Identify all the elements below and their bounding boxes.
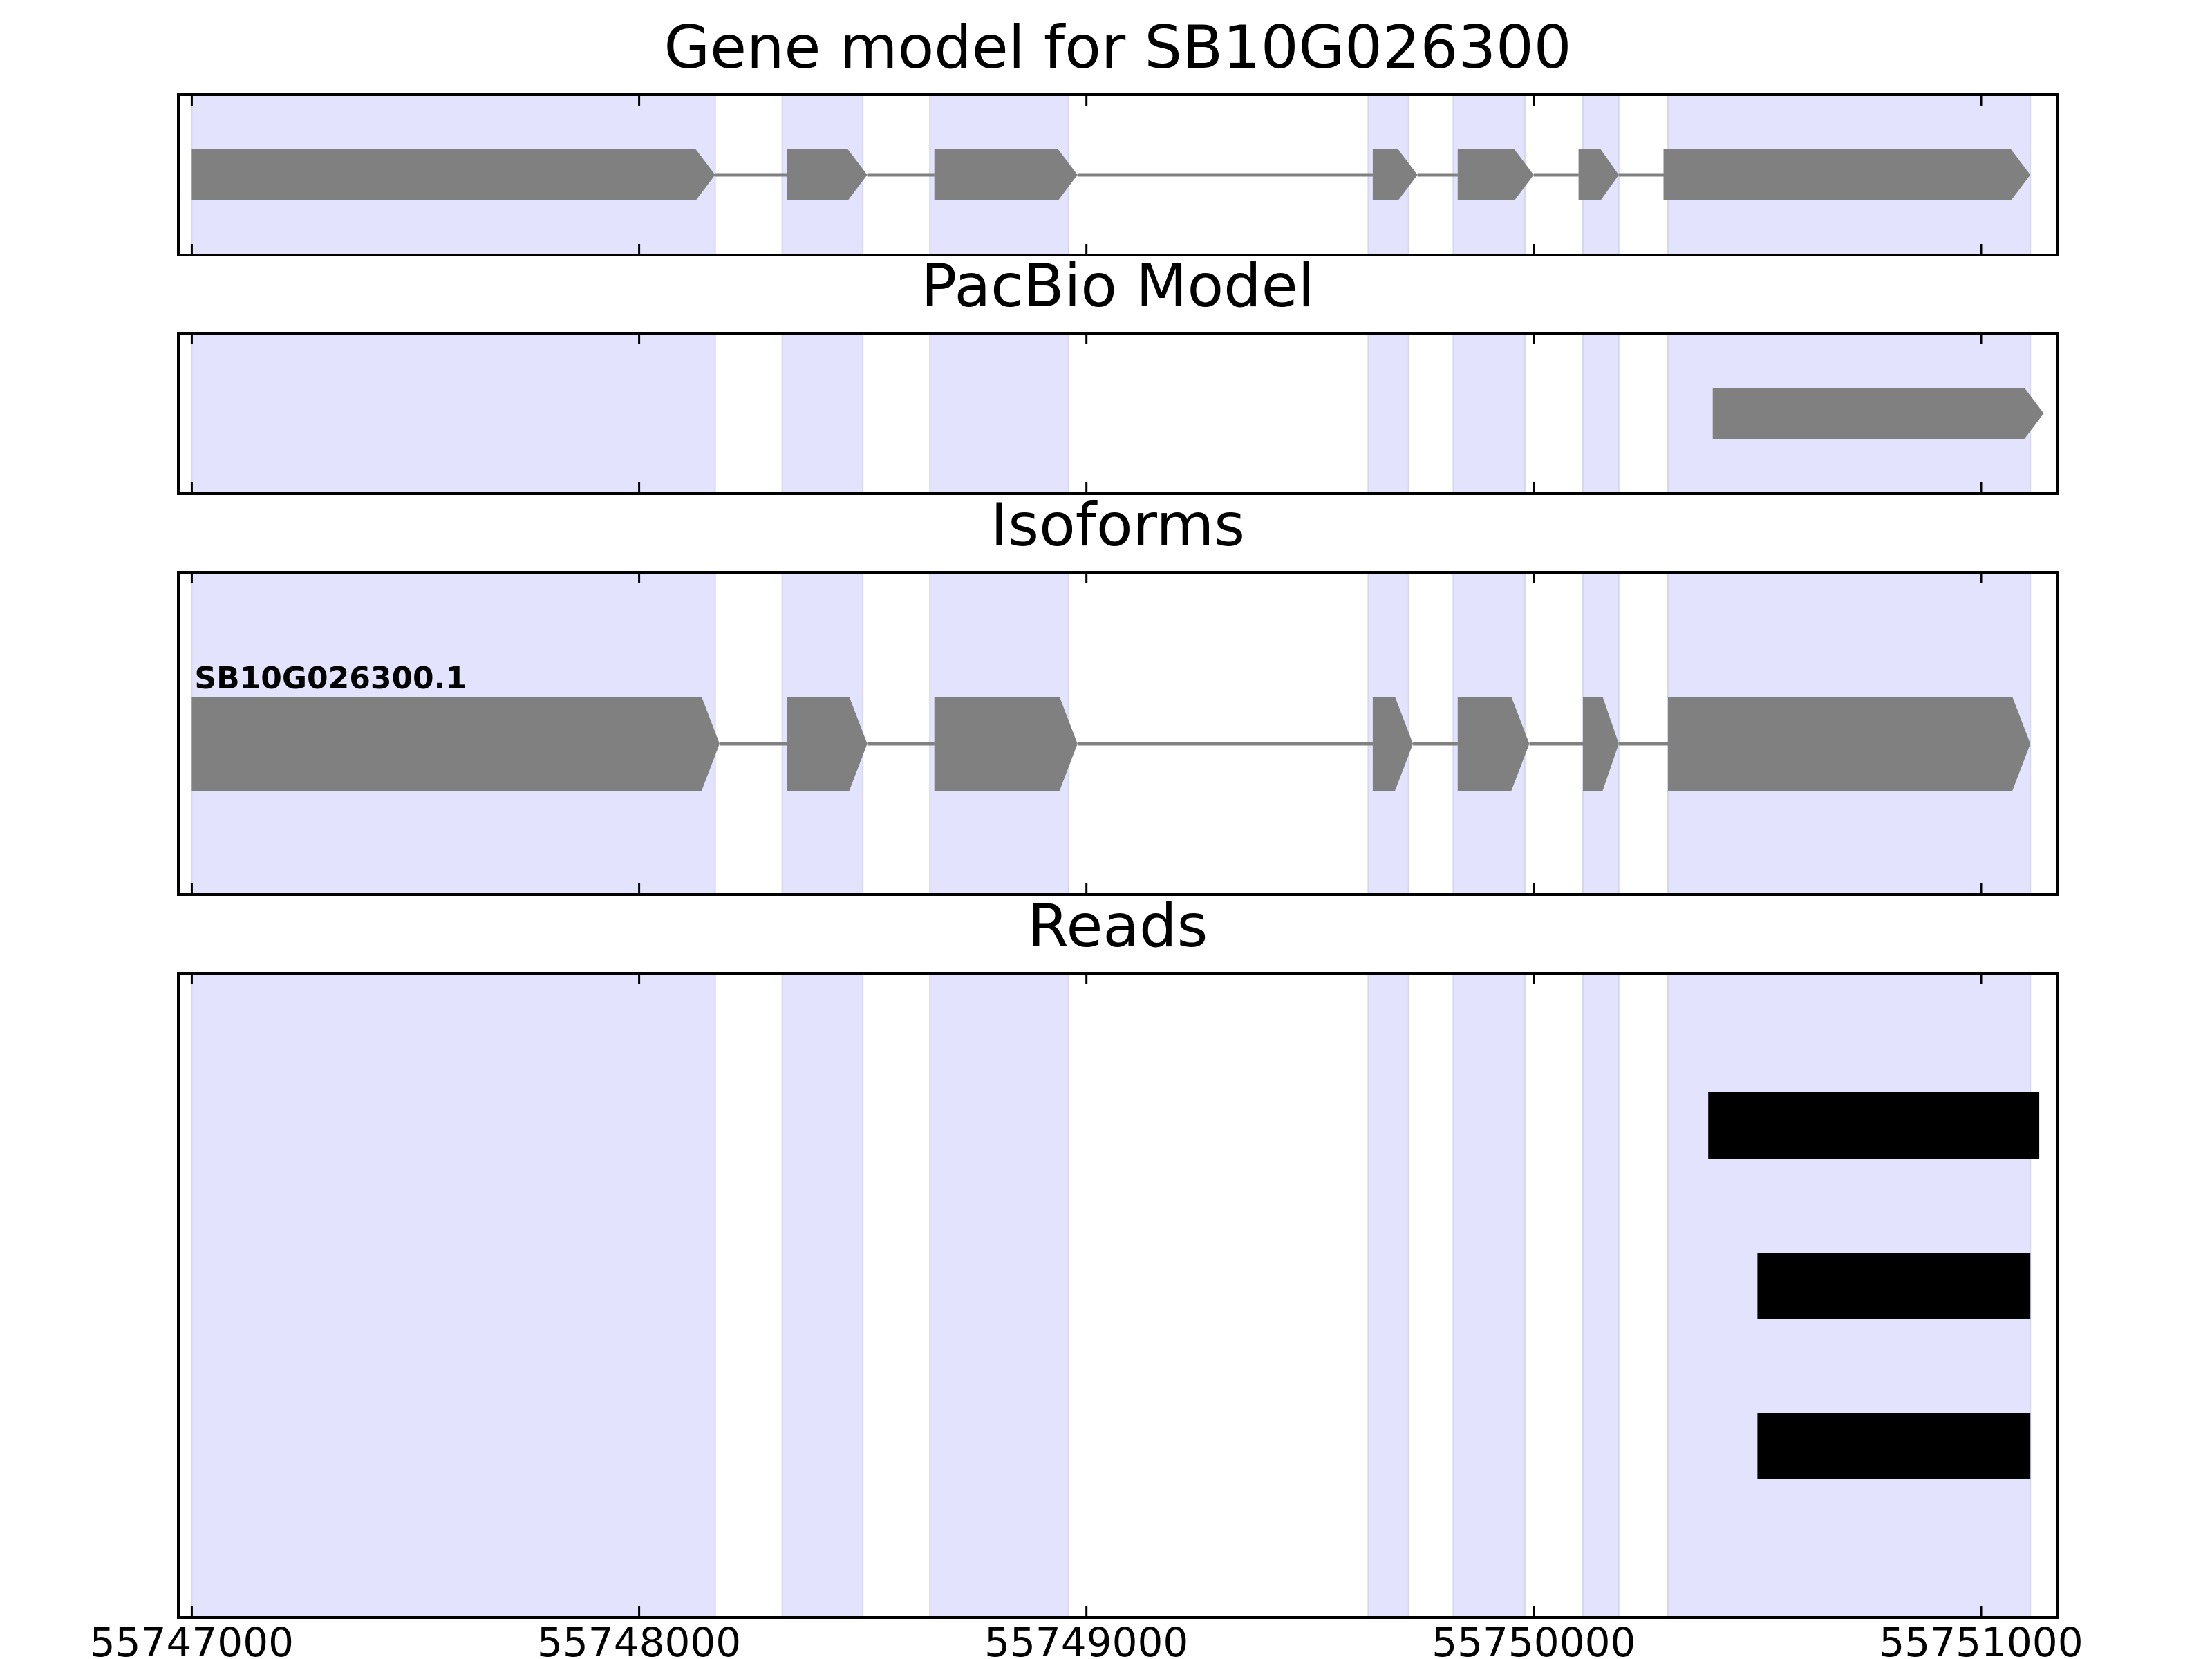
- panel-title: PacBio Model: [921, 252, 1314, 321]
- exon-block: [1668, 697, 2031, 791]
- shaded-exon-region: [1452, 973, 1526, 1618]
- exon-block: [787, 149, 868, 200]
- panel-frame: [177, 571, 2059, 896]
- shaded-exon-region: [1367, 973, 1409, 1618]
- panel-isoforms: SB10G026300.1 Isoforms: [177, 491, 2059, 896]
- shaded-exon-region: [1367, 332, 1409, 494]
- x-tick-label: 55750000: [1432, 1619, 1635, 1659]
- exon-block: [1457, 149, 1534, 200]
- x-tick-label: 55749000: [984, 1619, 1188, 1659]
- exon-block: [1372, 149, 1418, 200]
- shaded-exon-region: [1582, 332, 1620, 494]
- shaded-exon-region: [1452, 332, 1526, 494]
- shaded-exon-region: [929, 332, 1069, 494]
- exon-block: [1712, 388, 2044, 439]
- shaded-exon-region: [781, 332, 864, 494]
- panel-frame: [177, 972, 2059, 1619]
- shaded-exon-region: [929, 973, 1069, 1618]
- x-tick-label: 55747000: [90, 1619, 294, 1659]
- x-tick-label: 55751000: [1879, 1619, 2083, 1659]
- panel-pacbio-model: PacBio Model: [177, 252, 2059, 495]
- isoform-label: SB10G026300.1: [194, 661, 467, 696]
- exon-block: [191, 149, 715, 200]
- exon-block: [1457, 697, 1530, 791]
- shaded-exon-region: [191, 973, 716, 1618]
- x-tick-label: 55748000: [537, 1619, 741, 1659]
- read-bar: [1708, 1092, 2040, 1159]
- panel-reads: Reads: [177, 892, 2059, 1619]
- exon-block: [1372, 697, 1414, 791]
- shaded-exon-region: [781, 973, 864, 1618]
- panel-title: Isoforms: [991, 491, 1245, 560]
- panel-frame: [177, 93, 2059, 256]
- exon-block: [1663, 149, 2031, 200]
- exon-block: [934, 149, 1078, 200]
- exon-block: [787, 697, 868, 791]
- shaded-exon-region: [1582, 973, 1620, 1618]
- panel-frame: [177, 332, 2059, 495]
- panels-layer: Gene model for SB10G026300 PacBio Model SB…: [90, 13, 2083, 1659]
- exon-block: [934, 697, 1078, 791]
- read-bar: [1757, 1413, 2031, 1479]
- exon-block: [1578, 149, 1619, 200]
- shaded-exon-region: [191, 332, 716, 494]
- panel-title: Gene model for SB10G026300: [664, 13, 1572, 82]
- exon-block: [1583, 697, 1619, 791]
- panel-gene-model: Gene model for SB10G026300: [177, 13, 2059, 256]
- panel-title: Reads: [1028, 892, 1208, 961]
- exon-block: [191, 697, 720, 791]
- read-bar: [1757, 1253, 2031, 1319]
